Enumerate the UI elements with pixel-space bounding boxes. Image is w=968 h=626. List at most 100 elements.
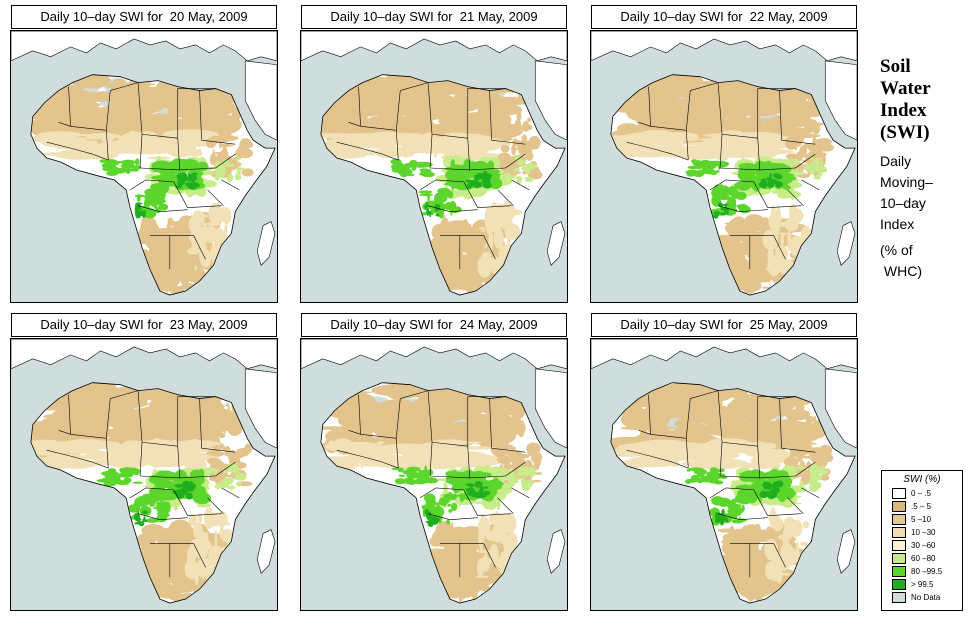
swi-patch — [202, 249, 212, 267]
legend-swatch — [892, 527, 906, 538]
swi-patch — [154, 483, 171, 488]
panel-map-frame — [300, 338, 568, 611]
swi-patch — [212, 231, 219, 243]
swi-patch — [148, 118, 155, 128]
swi-patch — [804, 444, 814, 455]
swi-patch — [745, 448, 791, 459]
swi-patch — [721, 160, 724, 167]
swi-patch — [794, 140, 798, 151]
swi-patch — [757, 251, 764, 257]
swi-patch — [677, 138, 684, 147]
swi-patch — [754, 476, 765, 481]
swi-patch — [744, 279, 750, 282]
swi-patch — [455, 147, 489, 155]
swi-patch — [477, 549, 493, 554]
swi-patch — [511, 418, 519, 422]
swi-patch — [767, 567, 775, 575]
swi-patch — [227, 455, 244, 459]
swi-patch — [684, 422, 709, 439]
country-border — [720, 167, 760, 171]
swi-patch — [83, 428, 125, 436]
swi-patch — [134, 194, 147, 198]
europe-landmass — [591, 31, 857, 62]
country-border — [497, 189, 514, 206]
swi-patch — [414, 478, 428, 485]
swi-patch — [440, 217, 450, 239]
swi-patch — [200, 107, 208, 110]
country-border — [207, 189, 224, 206]
swi-patch — [786, 165, 790, 173]
swi-patch — [682, 141, 733, 146]
swi-patch — [770, 205, 777, 225]
country-border — [92, 461, 109, 469]
swi-patch — [132, 442, 184, 448]
swi-patch — [415, 164, 428, 168]
swi-patch — [180, 582, 195, 593]
country-border — [58, 122, 71, 127]
country-border — [139, 134, 143, 169]
swi-patch — [132, 469, 141, 473]
swi-patch — [341, 110, 345, 117]
swi-patch — [774, 514, 778, 530]
swi-patch — [446, 519, 451, 525]
swi-patch — [131, 131, 158, 140]
swi-patch — [212, 148, 215, 163]
swi-patch — [205, 222, 221, 226]
swi-patch — [790, 186, 795, 201]
legend-item: 0 – .5 — [892, 488, 962, 499]
swi-patch — [235, 473, 247, 481]
swi-patch — [191, 214, 205, 219]
swi-patch — [507, 449, 523, 461]
country-border — [759, 475, 796, 479]
swi-patch — [768, 515, 776, 521]
swi-patch — [236, 154, 239, 164]
swi-patch — [732, 574, 745, 583]
swi-patch — [686, 171, 696, 177]
swi-patch — [442, 535, 461, 551]
swi-patch — [132, 481, 144, 484]
swi-patch — [700, 163, 717, 170]
swi-patch — [493, 228, 504, 249]
swi-patch — [450, 502, 458, 512]
legend-swatch — [892, 514, 906, 525]
swi-patch — [501, 483, 514, 489]
swi-patch — [786, 416, 796, 429]
swi-patch — [784, 217, 799, 232]
swi-patch — [401, 142, 432, 153]
swi-patch — [214, 413, 230, 418]
country-border — [70, 147, 93, 155]
swi-patch — [201, 241, 205, 251]
europe-landmass — [591, 339, 857, 370]
swi-patch — [190, 480, 193, 487]
country-border — [773, 235, 786, 260]
swi-patch — [767, 178, 777, 186]
swi-patch — [212, 400, 215, 416]
swi-patch — [241, 168, 254, 177]
swi-patch — [676, 410, 703, 421]
country-border — [757, 446, 761, 478]
country-border — [173, 181, 188, 208]
legend-item: 60 –80 — [892, 553, 962, 564]
swi-patch — [185, 492, 193, 500]
swi-patch — [196, 503, 212, 508]
country-border — [430, 475, 470, 479]
swi-patch — [337, 441, 384, 452]
swi-patch — [71, 147, 94, 153]
swi-patch — [126, 165, 138, 169]
swi-patch — [719, 476, 728, 479]
swi-patch — [780, 436, 785, 443]
swi-patch — [448, 267, 457, 271]
swi-patch — [677, 113, 728, 121]
swi-patch — [418, 190, 433, 194]
swi-patch — [785, 153, 800, 160]
swi-patch — [752, 469, 757, 479]
swi-patch — [117, 389, 181, 397]
swi-patch — [793, 527, 796, 540]
country-border — [215, 153, 236, 169]
country-border — [358, 394, 361, 435]
swi-patch — [811, 123, 821, 135]
swi-patch — [485, 531, 500, 541]
swi-patch — [755, 268, 770, 276]
country-border — [110, 390, 139, 399]
swi-patch — [503, 203, 516, 220]
